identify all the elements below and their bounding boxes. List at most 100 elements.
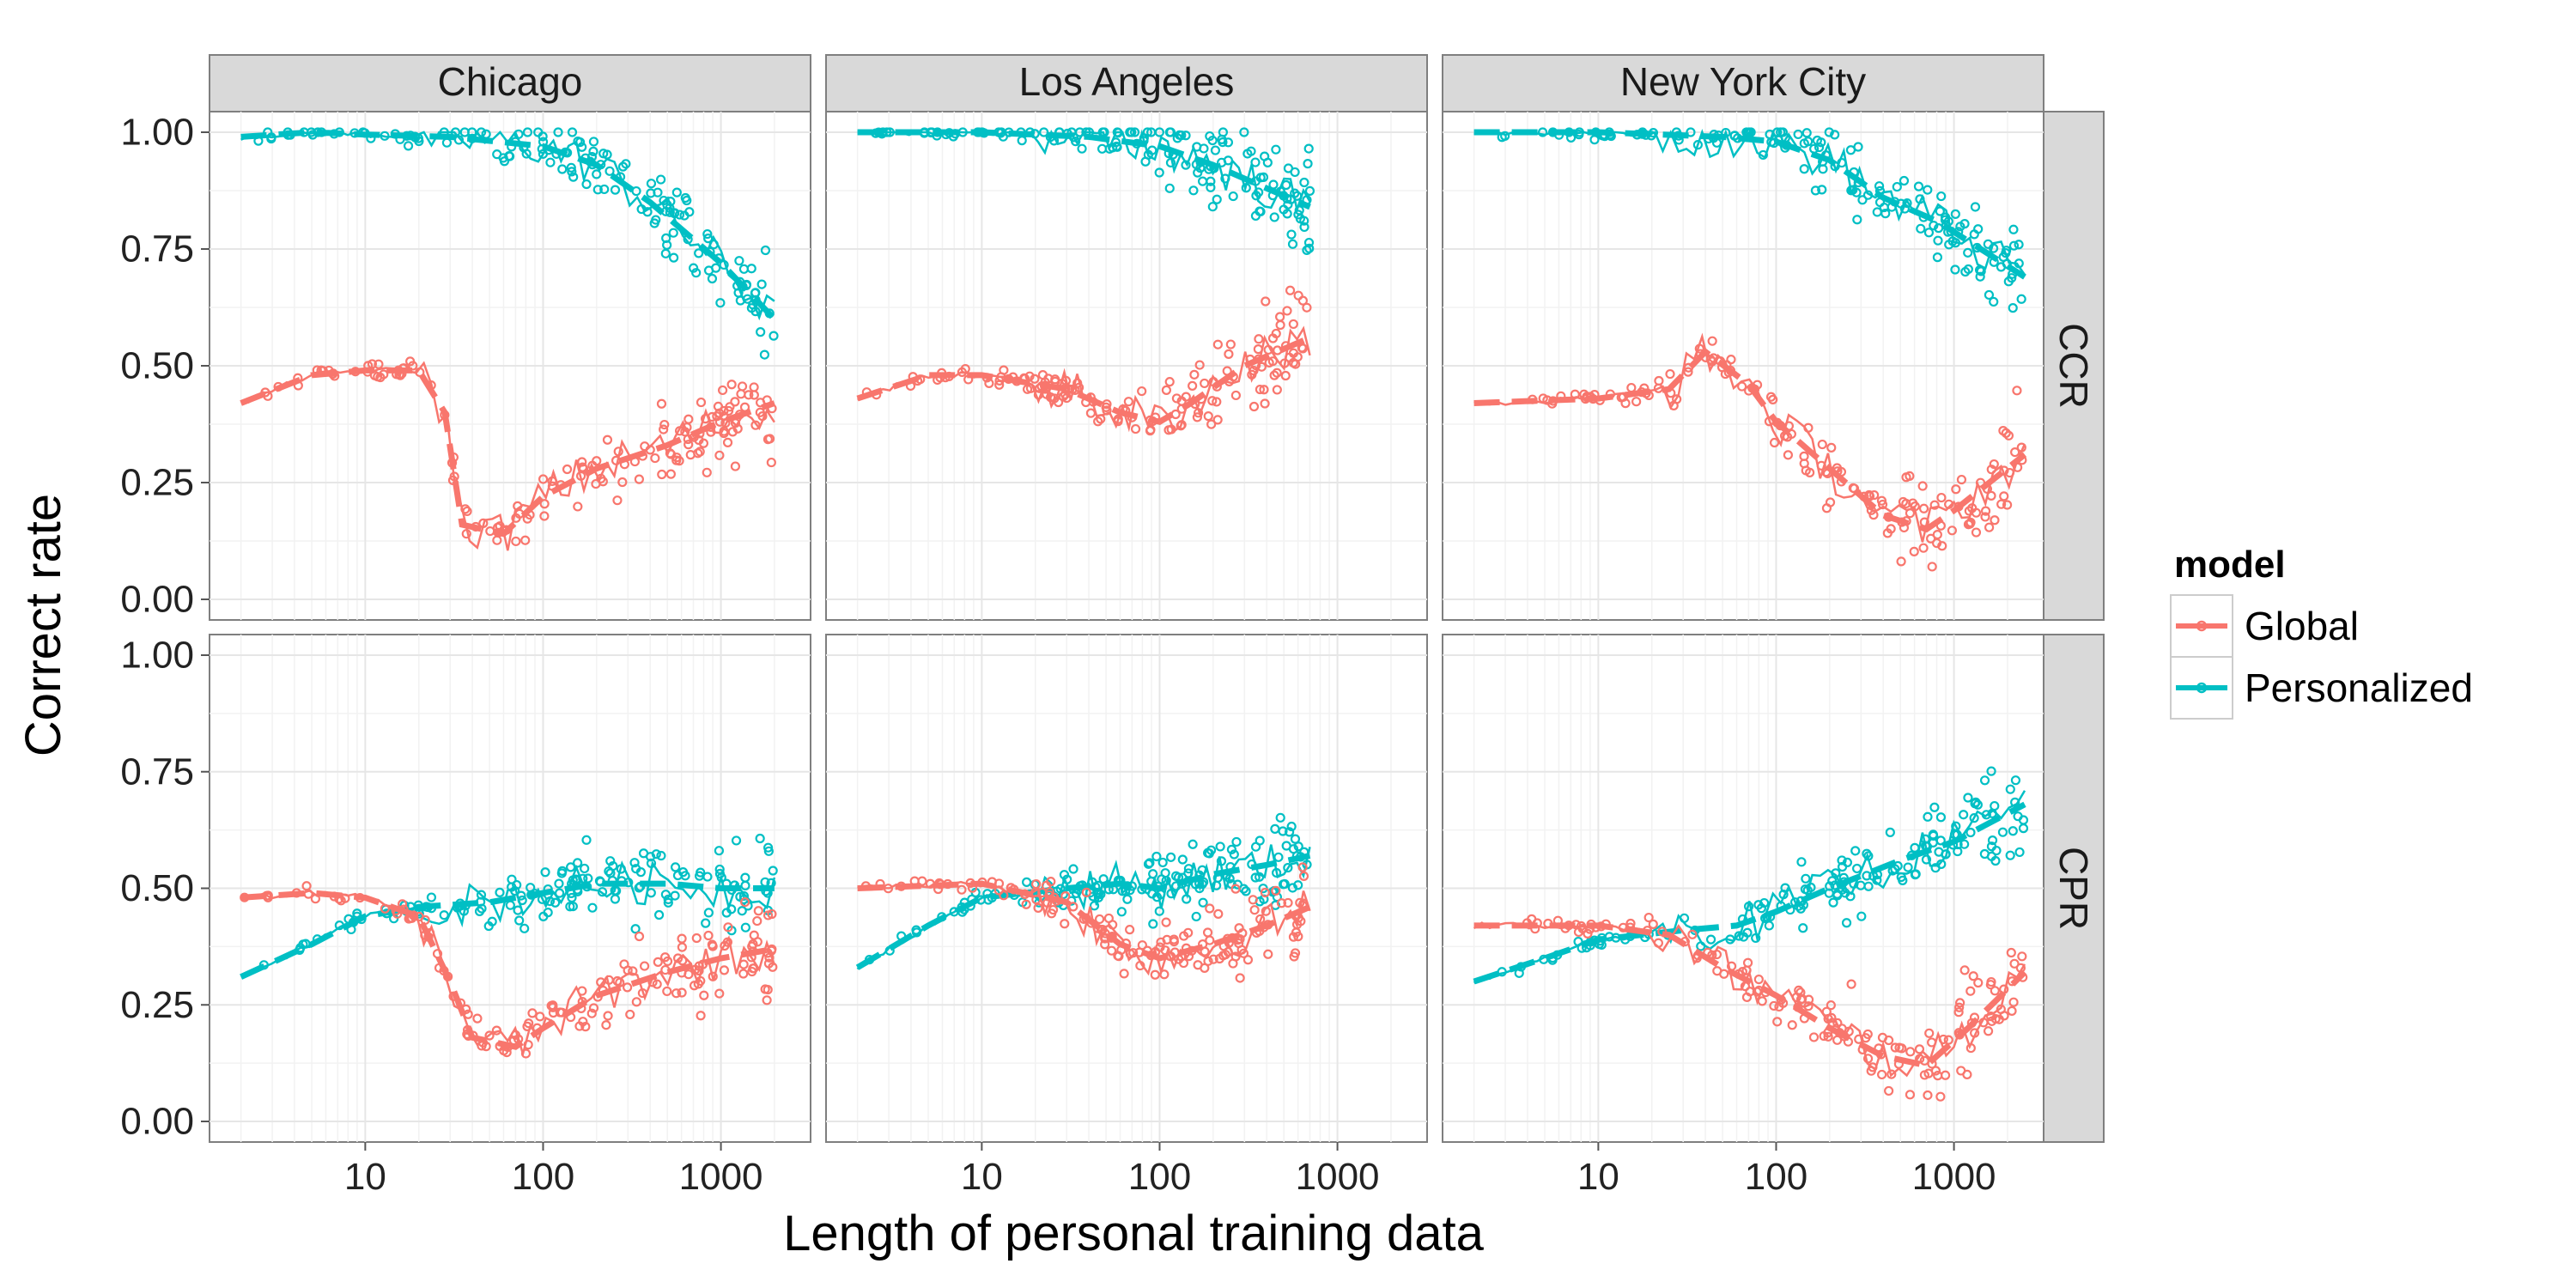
data-point <box>642 207 653 217</box>
facet-strip-row-1 <box>2043 111 2105 621</box>
data-point <box>1230 884 1241 894</box>
data-point <box>683 440 694 450</box>
data-point <box>1058 392 1068 402</box>
data-point <box>566 862 576 872</box>
data-point <box>581 835 592 845</box>
data-point <box>1799 164 1809 174</box>
data-point <box>1116 907 1127 917</box>
data-point <box>1987 835 1998 846</box>
data-point <box>1033 902 1043 913</box>
data-point <box>511 513 521 523</box>
data-point <box>1255 384 1266 395</box>
data-point <box>707 273 718 284</box>
data-point <box>702 467 712 477</box>
data-point <box>1798 923 1808 933</box>
y-tick-label: 0.75 <box>120 750 194 793</box>
data-point <box>1848 483 1858 493</box>
data-point <box>657 469 667 480</box>
data-point <box>1150 969 1160 980</box>
data-point <box>1986 976 1996 987</box>
data-point <box>631 997 641 1007</box>
data-point <box>696 1011 706 1021</box>
data-point <box>628 966 638 976</box>
data-point <box>1857 195 1868 205</box>
data-point <box>1923 811 1933 822</box>
data-point <box>1291 359 1301 369</box>
data-point <box>1986 766 1996 776</box>
data-point <box>1918 503 1929 513</box>
data-point <box>1905 471 1915 482</box>
facet-strip-col-1 <box>209 54 811 112</box>
data-point <box>1119 969 1129 979</box>
data-point <box>1164 377 1175 387</box>
data-point <box>756 327 766 337</box>
data-point <box>403 141 414 151</box>
data-point <box>659 424 669 434</box>
data-point <box>1583 928 1593 939</box>
data-point <box>634 931 645 942</box>
data-point <box>1774 1001 1784 1012</box>
trend-line-solid <box>240 860 776 977</box>
trend-line-dashed <box>240 890 775 1050</box>
x-tick-label: 10 <box>344 1156 386 1198</box>
data-point <box>1956 1066 1966 1076</box>
data-point <box>740 872 750 883</box>
data-point <box>1148 919 1158 929</box>
series-personalized <box>855 812 1312 970</box>
data-point <box>426 892 437 902</box>
data-point <box>1275 312 1285 322</box>
data-point <box>1077 143 1087 154</box>
data-point <box>1164 183 1175 193</box>
data-point <box>1808 1032 1820 1042</box>
data-point <box>1113 414 1123 424</box>
data-point <box>1272 385 1282 395</box>
data-point <box>696 397 707 408</box>
data-point <box>1990 1013 2001 1024</box>
data-point <box>1176 396 1187 406</box>
data-point <box>1665 368 1675 380</box>
panel-chicago-cpr: 0.00 0.25 0.50 0.75 1.00 10 100 1000 <box>120 634 811 1198</box>
data-point <box>1255 206 1266 217</box>
data-point <box>766 457 776 468</box>
data-point <box>1299 177 1309 188</box>
data-point <box>768 962 778 972</box>
data-point <box>1191 911 1201 922</box>
data-point <box>1955 998 1965 1008</box>
data-point <box>1877 499 1888 510</box>
data-point <box>1841 918 1852 928</box>
data-point <box>1248 895 1258 905</box>
data-point <box>694 248 704 258</box>
data-point <box>1921 854 1932 865</box>
data-point <box>1972 799 1983 810</box>
data-point <box>1188 185 1199 196</box>
data-point <box>1194 360 1205 370</box>
y-tick-label: 0.75 <box>120 228 194 270</box>
data-point <box>703 265 714 276</box>
data-point <box>1129 127 1140 137</box>
data-point <box>1951 484 1961 495</box>
data-point <box>1764 920 1774 931</box>
data-point <box>755 833 765 844</box>
data-point <box>511 536 521 547</box>
data-point <box>501 1047 512 1058</box>
data-point <box>1271 144 1281 155</box>
data-point <box>1765 392 1777 402</box>
data-point <box>630 924 641 934</box>
data-point <box>1741 965 1752 975</box>
data-point <box>1885 827 1895 837</box>
data-point <box>753 906 763 916</box>
data-point <box>608 860 618 872</box>
data-point <box>640 961 650 971</box>
data-point <box>1202 927 1213 938</box>
data-point <box>1250 872 1261 883</box>
data-point <box>1845 145 1856 155</box>
data-point <box>1156 937 1166 947</box>
data-point <box>1989 296 1999 307</box>
data-point <box>762 910 774 920</box>
facet-label-col-2: Los Angeles <box>1019 59 1235 104</box>
legend: model Global Personalized <box>2170 544 2473 720</box>
data-point <box>1293 841 1303 852</box>
data-point <box>567 127 578 137</box>
legend-label: Global <box>2245 604 2359 648</box>
data-point <box>1821 503 1832 513</box>
